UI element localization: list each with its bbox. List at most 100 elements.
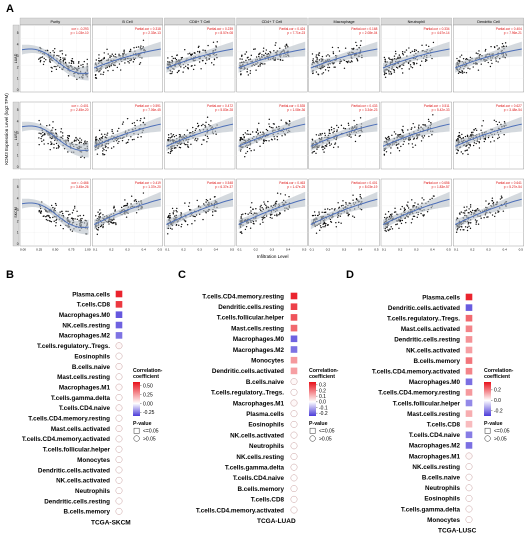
scatter-point [60,128,63,130]
scatter-point [99,225,102,228]
scatter-point [348,124,350,126]
category-label: T.cells.CD8 [427,422,461,429]
scatter-point [431,57,433,60]
scatter-point [388,73,390,75]
nonsignificant-circle [115,425,123,432]
scatter-point [41,140,43,143]
scatter-point [498,136,500,139]
fit-line [455,48,522,69]
fit-line [382,123,450,147]
scatter-point [388,137,391,140]
scatter-point [483,140,485,143]
scatter-point [279,47,281,50]
nonsignificant-circle [465,463,473,471]
scatter-point [411,143,414,145]
scatter-point [315,134,318,136]
legend-tick-label: -0.2 [319,411,328,417]
scatter-point [391,213,393,215]
scatter-point [107,69,109,72]
category-label: T.cells.CD4.memory.resting [28,416,110,423]
scatter-point [256,128,259,130]
scatter-point [239,58,241,60]
scatter-point [54,202,57,205]
scatter-point [61,53,64,55]
scatter-point [64,57,66,59]
scatter-point [76,78,78,81]
scatter-point [476,220,478,222]
scatter-point [79,137,81,140]
scatter-point [103,52,105,54]
scatter-point [202,218,204,221]
scatter-point [54,128,57,131]
confidence-band [238,41,306,73]
scatter-point [412,62,414,64]
scatter-point [413,63,415,66]
scatter-point [130,195,133,197]
scatter-point [469,204,472,206]
scatter-point [347,212,349,214]
scatter-point [409,51,412,54]
scatter-point [110,221,113,224]
scatter-point [255,208,257,210]
scatter-point [384,72,386,74]
scatter-point [41,135,43,138]
scatter-point [387,135,390,138]
scatter-point [112,64,115,66]
legend-colorbar [484,382,491,416]
scatter-point [459,56,461,58]
scatter-point [181,56,184,59]
scatter-point [342,127,345,129]
scatter-point [346,61,349,64]
scatter-point [406,205,409,207]
scatter-point [330,221,333,223]
scatter-point [329,144,331,147]
x-tick-label: 0.3 [342,248,347,252]
scatter-point [183,142,185,144]
scatter-point [107,147,109,149]
scatter-point [74,205,76,208]
scatter-point [249,147,251,150]
scatter-point [324,226,326,228]
scatter-point [337,126,340,129]
significant-square [465,431,473,439]
scatter-point [429,198,431,201]
category-label: NK.cells.resting [412,464,460,471]
scatter-cell [91,101,163,170]
scatter-point [106,134,108,136]
scatter-point [77,65,80,68]
scatter-point [259,145,261,148]
scatter-point [322,148,324,151]
scatter-point [497,61,499,63]
scatter-point [407,207,410,209]
scatter-point [480,63,482,65]
scatter-point [351,48,353,50]
scatter-point [62,227,64,230]
scatter-point [251,131,254,133]
scatter-point [395,53,397,55]
scatter-point [52,206,54,209]
scatter-point [38,132,40,134]
y-tick-label: 0 [17,242,19,246]
scatter-point [108,223,110,225]
scatter-point [466,206,468,208]
scatter-point [212,41,215,43]
scatter-point [194,215,196,218]
scatter-point [503,121,506,123]
scatter-point [265,139,268,142]
fit-line [21,202,89,228]
scatter-point [384,229,386,232]
scatter-point [458,70,460,73]
legend-tick-label: -0.25 [143,410,155,416]
scatter-point [45,218,48,221]
scatter-point [129,50,132,52]
scatter-point [46,215,48,217]
scatter-point [491,62,493,65]
scatter-point [71,217,73,219]
scatter-point [262,221,264,224]
scatter-point [466,226,469,229]
category-label: Mast.cells.resting [57,374,110,381]
scatter-point [333,209,336,211]
y-tick-label: 1 [17,231,19,235]
scatter-point [477,223,480,225]
scatter-point [475,52,478,54]
